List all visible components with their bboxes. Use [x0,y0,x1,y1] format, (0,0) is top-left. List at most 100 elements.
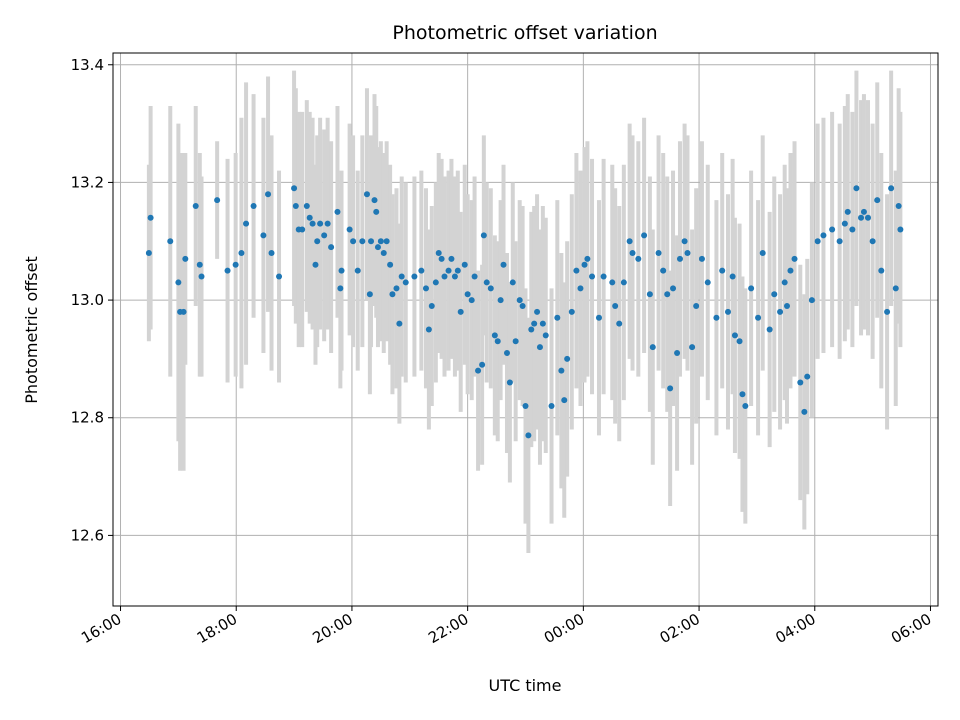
data-point [471,273,478,280]
data-point [328,244,335,251]
data-point [860,208,867,215]
data-point [500,261,507,268]
data-point [820,232,827,239]
data-point [291,185,298,192]
data-point [396,320,403,327]
data-point [736,338,743,345]
data-point [864,214,871,221]
data-point [895,202,902,209]
data-point [147,214,154,221]
x-axis-label: UTC time [489,676,562,695]
data-point [428,302,435,309]
data-point [359,238,366,245]
data-point [468,297,475,304]
data-point [374,244,381,251]
data-point [182,255,189,262]
data-point [884,308,891,315]
data-point [435,250,442,257]
data-point [724,308,731,315]
data-point [609,279,616,286]
data-point [512,338,519,345]
data-point [309,220,316,227]
data-point [660,267,667,274]
data-point [483,279,490,286]
data-point [766,326,773,333]
data-point [402,279,409,286]
data-point [869,238,876,245]
data-point [363,191,370,198]
data-point [418,267,425,274]
data-point [387,261,394,268]
data-point [475,367,482,374]
data-point [704,279,711,286]
data-point [368,238,375,245]
data-point [528,326,535,333]
data-point [260,232,267,239]
x-tick-label: 06:00 [888,610,934,647]
data-point [777,308,784,315]
data-point [595,314,602,321]
data-point [888,185,895,192]
data-point [425,326,432,333]
data-point [573,267,580,274]
data-point [689,344,696,351]
data-point [797,379,804,386]
data-point [841,220,848,227]
data-point [312,261,319,268]
data-point [739,391,746,398]
data-point [646,291,653,298]
data-point [542,332,549,339]
data-point [536,344,543,351]
data-point [317,220,324,227]
x-tick-label: 04:00 [772,610,818,647]
data-point [791,255,798,262]
data-point [276,273,283,280]
data-point [874,197,881,204]
data-point [334,208,341,215]
y-tick-label: 12.6 [71,526,104,544]
y-tick-label: 13.0 [71,291,104,309]
data-point [620,279,627,286]
data-point [243,220,250,227]
data-point [784,302,791,309]
data-point [897,226,904,233]
data-point [377,238,384,245]
data-point [755,314,762,321]
data-point [509,279,516,286]
data-point [568,308,575,315]
data-point [497,297,504,304]
y-tick-label: 13.2 [71,173,104,191]
data-point [441,273,448,280]
data-point [451,273,458,280]
data-point [250,202,257,209]
data-point [145,250,152,257]
data-point [519,302,526,309]
data-point [684,250,691,257]
data-point [655,250,662,257]
data-point [641,232,648,239]
data-point [321,232,328,239]
data-point [681,238,688,245]
data-point [303,202,310,209]
data-point [626,238,633,245]
data-point [479,361,486,368]
data-point [503,350,510,357]
data-point [448,255,455,262]
data-point [265,191,272,198]
data-point [198,273,205,280]
data-point [584,255,591,262]
y-tick-label: 13.4 [71,56,104,74]
data-point [629,250,636,257]
x-tick-label: 16:00 [78,610,124,647]
data-point [548,402,555,409]
data-point [299,226,306,233]
chart-title: Photometric offset variation [392,22,657,44]
data-point [849,226,856,233]
data-point [892,285,899,292]
plot-frame [112,52,939,607]
data-point [180,308,187,315]
data-point [787,267,794,274]
data-point [292,202,299,209]
data-point [600,273,607,280]
